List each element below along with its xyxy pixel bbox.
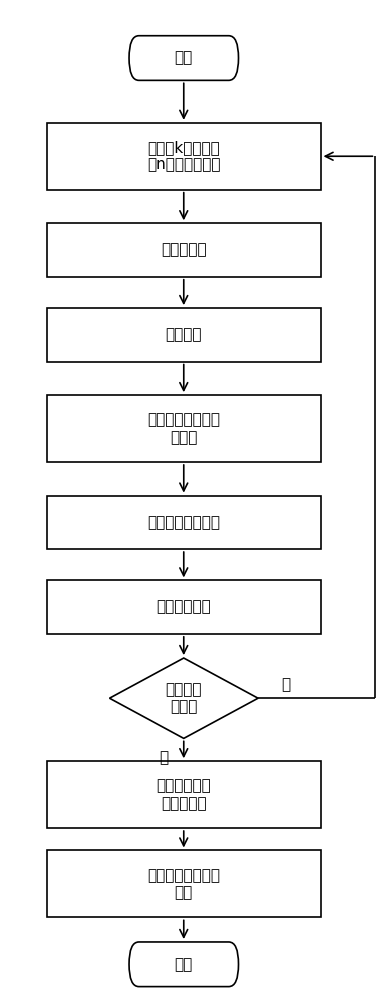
FancyBboxPatch shape [47,850,321,917]
FancyBboxPatch shape [47,761,321,828]
Text: 输出幅相误差补偿
矩阵: 输出幅相误差补偿 矩阵 [147,868,220,900]
Text: 否: 否 [281,677,290,692]
Text: 读取第k个子带的
第n帧内定标信号: 读取第k个子带的 第n帧内定标信号 [147,140,221,172]
Text: 脉冲压缩: 脉冲压缩 [165,327,202,342]
Text: 开始: 开始 [175,51,193,66]
Polygon shape [109,658,258,738]
Text: 时域升采样: 时域升采样 [161,242,206,257]
Text: 幅度相位误差
取均值降噪: 幅度相位误差 取均值降噪 [156,778,211,811]
FancyBboxPatch shape [47,395,321,462]
FancyBboxPatch shape [47,496,321,549]
Text: 时间一次相位补偿: 时间一次相位补偿 [147,515,220,530]
Text: 是否完成
处理完: 是否完成 处理完 [165,682,202,714]
Text: 相位误差提取: 相位误差提取 [156,600,211,615]
Text: 频域补零计算最大
值位置: 频域补零计算最大 值位置 [147,412,220,445]
Text: 是: 是 [160,751,169,766]
FancyBboxPatch shape [47,223,321,277]
FancyBboxPatch shape [47,308,321,362]
Text: 结束: 结束 [175,957,193,972]
FancyBboxPatch shape [47,580,321,634]
FancyBboxPatch shape [129,36,239,80]
FancyBboxPatch shape [129,942,239,987]
FancyBboxPatch shape [47,123,321,190]
